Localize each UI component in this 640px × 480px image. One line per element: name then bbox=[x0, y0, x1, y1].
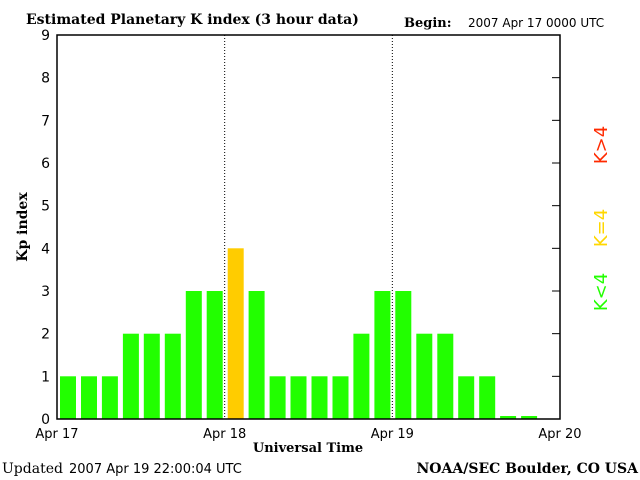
kp-bar bbox=[122, 333, 139, 419]
y-tick-label: 2 bbox=[41, 327, 50, 343]
x-tick-label: Apr 17 bbox=[35, 427, 78, 442]
plot-frame bbox=[56, 34, 561, 420]
kp-bar bbox=[143, 333, 160, 419]
y-tick-label: 4 bbox=[41, 241, 50, 257]
kp-bar bbox=[437, 333, 454, 419]
kp-bar bbox=[206, 291, 223, 419]
kp-bar bbox=[395, 291, 412, 419]
kp-bar bbox=[500, 416, 517, 419]
updated-value: 2007 Apr 19 22:00:04 UTC bbox=[69, 462, 242, 477]
x-tick-label: Apr 20 bbox=[538, 427, 581, 442]
y-tick-label: 7 bbox=[41, 113, 50, 129]
chart-title: Estimated Planetary K index (3 hour data… bbox=[26, 12, 359, 28]
kp-bar bbox=[479, 376, 496, 419]
begin-value: 2007 Apr 17 0000 UTC bbox=[468, 16, 604, 30]
x-axis-label: Universal Time bbox=[253, 441, 363, 456]
y-tick-label: 9 bbox=[41, 28, 50, 44]
y-tick-label: 3 bbox=[41, 284, 50, 300]
y-tick-label: 5 bbox=[41, 199, 50, 215]
kp-bar bbox=[374, 291, 391, 419]
kp-bar bbox=[81, 376, 97, 419]
legend-entry: K<4 bbox=[591, 273, 612, 311]
kp-bar bbox=[60, 376, 76, 419]
kp-bar bbox=[248, 291, 265, 419]
y-tick-label: 1 bbox=[41, 369, 50, 385]
kp-bar bbox=[290, 376, 307, 419]
source-credit: NOAA/SEC Boulder, CO USA bbox=[417, 461, 640, 477]
y-axis-label: Kp index bbox=[15, 192, 31, 262]
y-tick-label: 6 bbox=[41, 156, 50, 172]
kp-bar bbox=[353, 333, 370, 419]
updated-label: Updated bbox=[2, 461, 63, 477]
kp-bar bbox=[269, 376, 286, 419]
x-tick-label: Apr 19 bbox=[371, 427, 414, 442]
kp-bar bbox=[332, 376, 349, 419]
kp-bar bbox=[164, 333, 181, 419]
legend-entry: K=4 bbox=[591, 209, 612, 247]
kp-bar bbox=[416, 333, 433, 419]
kp-bar bbox=[185, 291, 202, 419]
kp-bar bbox=[521, 416, 538, 419]
kp-bar bbox=[227, 248, 244, 419]
legend-entry: K>4 bbox=[591, 126, 612, 164]
x-tick-label: Apr 18 bbox=[203, 427, 246, 442]
y-tick-label: 0 bbox=[41, 412, 50, 428]
begin-label: Begin: bbox=[404, 16, 452, 31]
y-tick-label: 8 bbox=[41, 71, 50, 87]
kp-bar bbox=[458, 376, 475, 419]
kp-bar bbox=[311, 376, 328, 419]
kp-bar bbox=[101, 376, 118, 419]
